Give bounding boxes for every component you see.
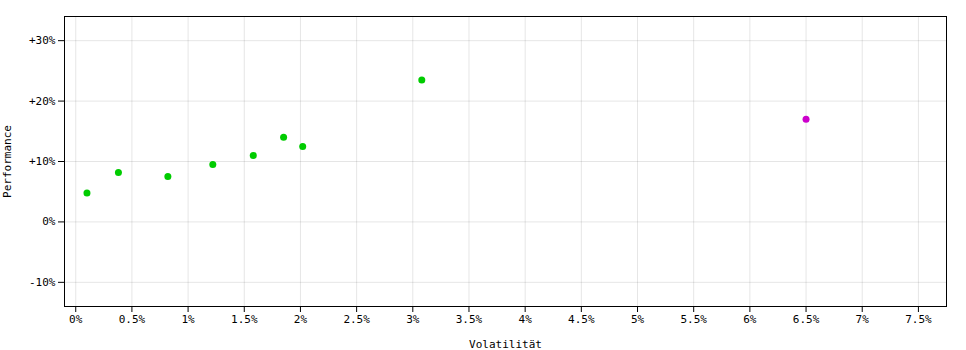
svg-text:6%: 6% (743, 313, 757, 326)
svg-text:0%: 0% (42, 215, 56, 228)
svg-text:7.5%: 7.5% (905, 313, 932, 326)
svg-text:+30%: +30% (29, 34, 56, 47)
svg-text:0%: 0% (69, 313, 83, 326)
svg-text:Performance: Performance (1, 125, 14, 198)
svg-text:0.5%: 0.5% (119, 313, 146, 326)
svg-text:4%: 4% (519, 313, 533, 326)
svg-text:6.5%: 6.5% (793, 313, 820, 326)
svg-text:1%: 1% (181, 313, 195, 326)
svg-text:1.5%: 1.5% (231, 313, 258, 326)
svg-text:3.5%: 3.5% (456, 313, 483, 326)
svg-text:5.5%: 5.5% (680, 313, 707, 326)
svg-text:2%: 2% (294, 313, 308, 326)
svg-text:2.5%: 2.5% (343, 313, 370, 326)
svg-text:5%: 5% (631, 313, 645, 326)
svg-text:Volatilität: Volatilität (469, 338, 542, 350)
svg-text:4.5%: 4.5% (568, 313, 595, 326)
svg-text:3%: 3% (406, 313, 420, 326)
svg-text:7%: 7% (856, 313, 870, 326)
svg-text:+10%: +10% (29, 155, 56, 168)
svg-text:+20%: +20% (29, 95, 56, 108)
svg-text:-10%: -10% (29, 276, 56, 289)
